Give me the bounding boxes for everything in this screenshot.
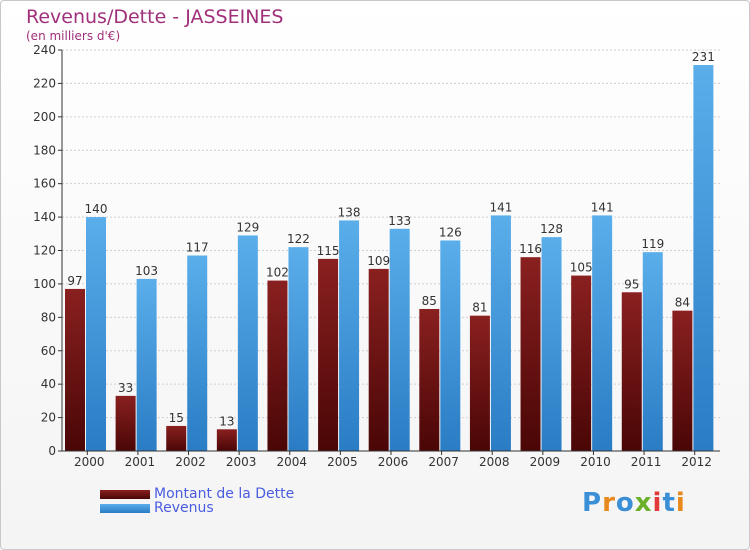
bar-debt: [672, 310, 693, 451]
data-label: 103: [135, 264, 158, 278]
bar-revenue: [187, 255, 208, 451]
logo-letter: r: [602, 488, 616, 518]
data-label: 138: [338, 205, 361, 219]
data-label: 119: [641, 237, 664, 251]
bar-debt: [65, 288, 85, 451]
y-tick-label: 140: [33, 210, 56, 224]
y-tick-label: 20: [41, 411, 56, 425]
bar-revenue: [592, 215, 613, 451]
data-label: 13: [219, 414, 234, 428]
bar-debt: [166, 425, 187, 451]
logo-letter: P: [582, 488, 603, 518]
data-label: 128: [540, 222, 563, 236]
bar-revenue: [86, 217, 106, 451]
legend-item-debt: Montant de la Dette: [100, 486, 294, 502]
y-tick-label: 120: [33, 244, 56, 258]
data-label: 84: [675, 296, 690, 310]
logo-letter: t: [662, 488, 676, 518]
x-tick-label: 2006: [378, 455, 409, 469]
chart-subtitle: (en milliers d'€): [26, 29, 121, 43]
data-label: 15: [169, 411, 184, 425]
x-tick-label: 2009: [530, 455, 561, 469]
data-label: 85: [422, 294, 437, 308]
legend-swatch-debt: [100, 489, 150, 499]
bar-debt: [571, 275, 592, 451]
legend-label-debt: Montant de la Dette: [154, 486, 295, 502]
data-label: 95: [624, 277, 639, 291]
data-label: 97: [67, 274, 82, 288]
data-label: 140: [85, 202, 108, 216]
x-tick-label: 2010: [580, 455, 611, 469]
legend-swatch-revenue: [100, 503, 150, 513]
y-tick-label: 100: [33, 277, 56, 291]
data-label: 141: [591, 200, 614, 214]
bar-debt: [267, 280, 288, 451]
data-label: 133: [388, 214, 411, 228]
bar-revenue: [237, 235, 258, 451]
y-tick-label: 0: [48, 444, 56, 458]
bar-debt: [216, 429, 237, 451]
data-labels: 97 140 33 103 15 117 13 129 102 122 115 138 109 133 85…: [67, 50, 714, 428]
bar-revenue: [339, 220, 360, 451]
logo-letter: x: [634, 488, 653, 518]
x-tick-label: 2002: [175, 455, 206, 469]
data-label: 126: [439, 225, 462, 239]
logo-letter: i: [652, 488, 663, 518]
x-tick-label: 2012: [681, 455, 712, 469]
logo-letter: o: [615, 488, 635, 518]
bar-revenue: [288, 247, 309, 451]
y-tick-label: 180: [33, 143, 56, 157]
y-tick-label: 220: [33, 76, 56, 90]
bar-revenue: [693, 65, 714, 451]
y-tick-label: 240: [33, 43, 56, 57]
x-tick-label: 2011: [631, 455, 662, 469]
logo-letter: i: [675, 488, 686, 518]
bar-revenue: [642, 252, 663, 451]
axes: 0 20 40 60 80 100 120 140 160 180 200 220 240 2000 200…: [33, 43, 720, 469]
bar-debt: [115, 395, 136, 451]
bar-revenue: [389, 228, 410, 451]
data-label: 117: [186, 241, 209, 255]
x-tick-label: 2004: [276, 455, 307, 469]
bar-debt: [520, 257, 541, 451]
legend-label-revenue: Revenus: [154, 500, 214, 516]
y-tick-label: 200: [33, 110, 56, 124]
bar-revenue: [490, 215, 511, 451]
bar-debt: [469, 315, 490, 451]
data-label: 116: [519, 242, 542, 256]
data-label: 115: [317, 244, 340, 258]
data-label: 109: [367, 254, 390, 268]
y-tick-label: 80: [41, 310, 56, 324]
data-label: 122: [287, 232, 310, 246]
x-tick-label: 2007: [428, 455, 459, 469]
bar-debt: [621, 292, 642, 451]
legend-item-revenue: Revenus: [100, 500, 214, 516]
y-tick-label: 160: [33, 177, 56, 191]
x-tick-label: 2000: [74, 455, 105, 469]
x-tick-label: 2005: [327, 455, 358, 469]
x-tick-label: 2008: [479, 455, 510, 469]
proxiti-logo: Proxiti: [582, 488, 686, 518]
chart-title: Revenus/Dette - JASSEINES: [26, 6, 284, 28]
y-tick-label: 40: [41, 377, 56, 391]
bar-debt: [419, 308, 440, 451]
data-label: 81: [472, 301, 487, 315]
bars: [65, 65, 714, 451]
x-tick-label: 2003: [226, 455, 257, 469]
bar-debt: [318, 258, 339, 451]
bar-revenue: [440, 240, 461, 451]
bar-debt: [368, 268, 389, 451]
data-label: 231: [692, 50, 715, 64]
y-tick-label: 60: [41, 344, 56, 358]
data-label: 129: [236, 220, 259, 234]
data-label: 102: [266, 266, 289, 280]
bar-revenue: [541, 237, 562, 451]
x-tick-label: 2001: [125, 455, 156, 469]
data-label: 105: [570, 261, 593, 275]
data-label: 33: [118, 381, 133, 395]
data-label: 141: [489, 200, 512, 214]
bar-revenue: [136, 278, 157, 451]
